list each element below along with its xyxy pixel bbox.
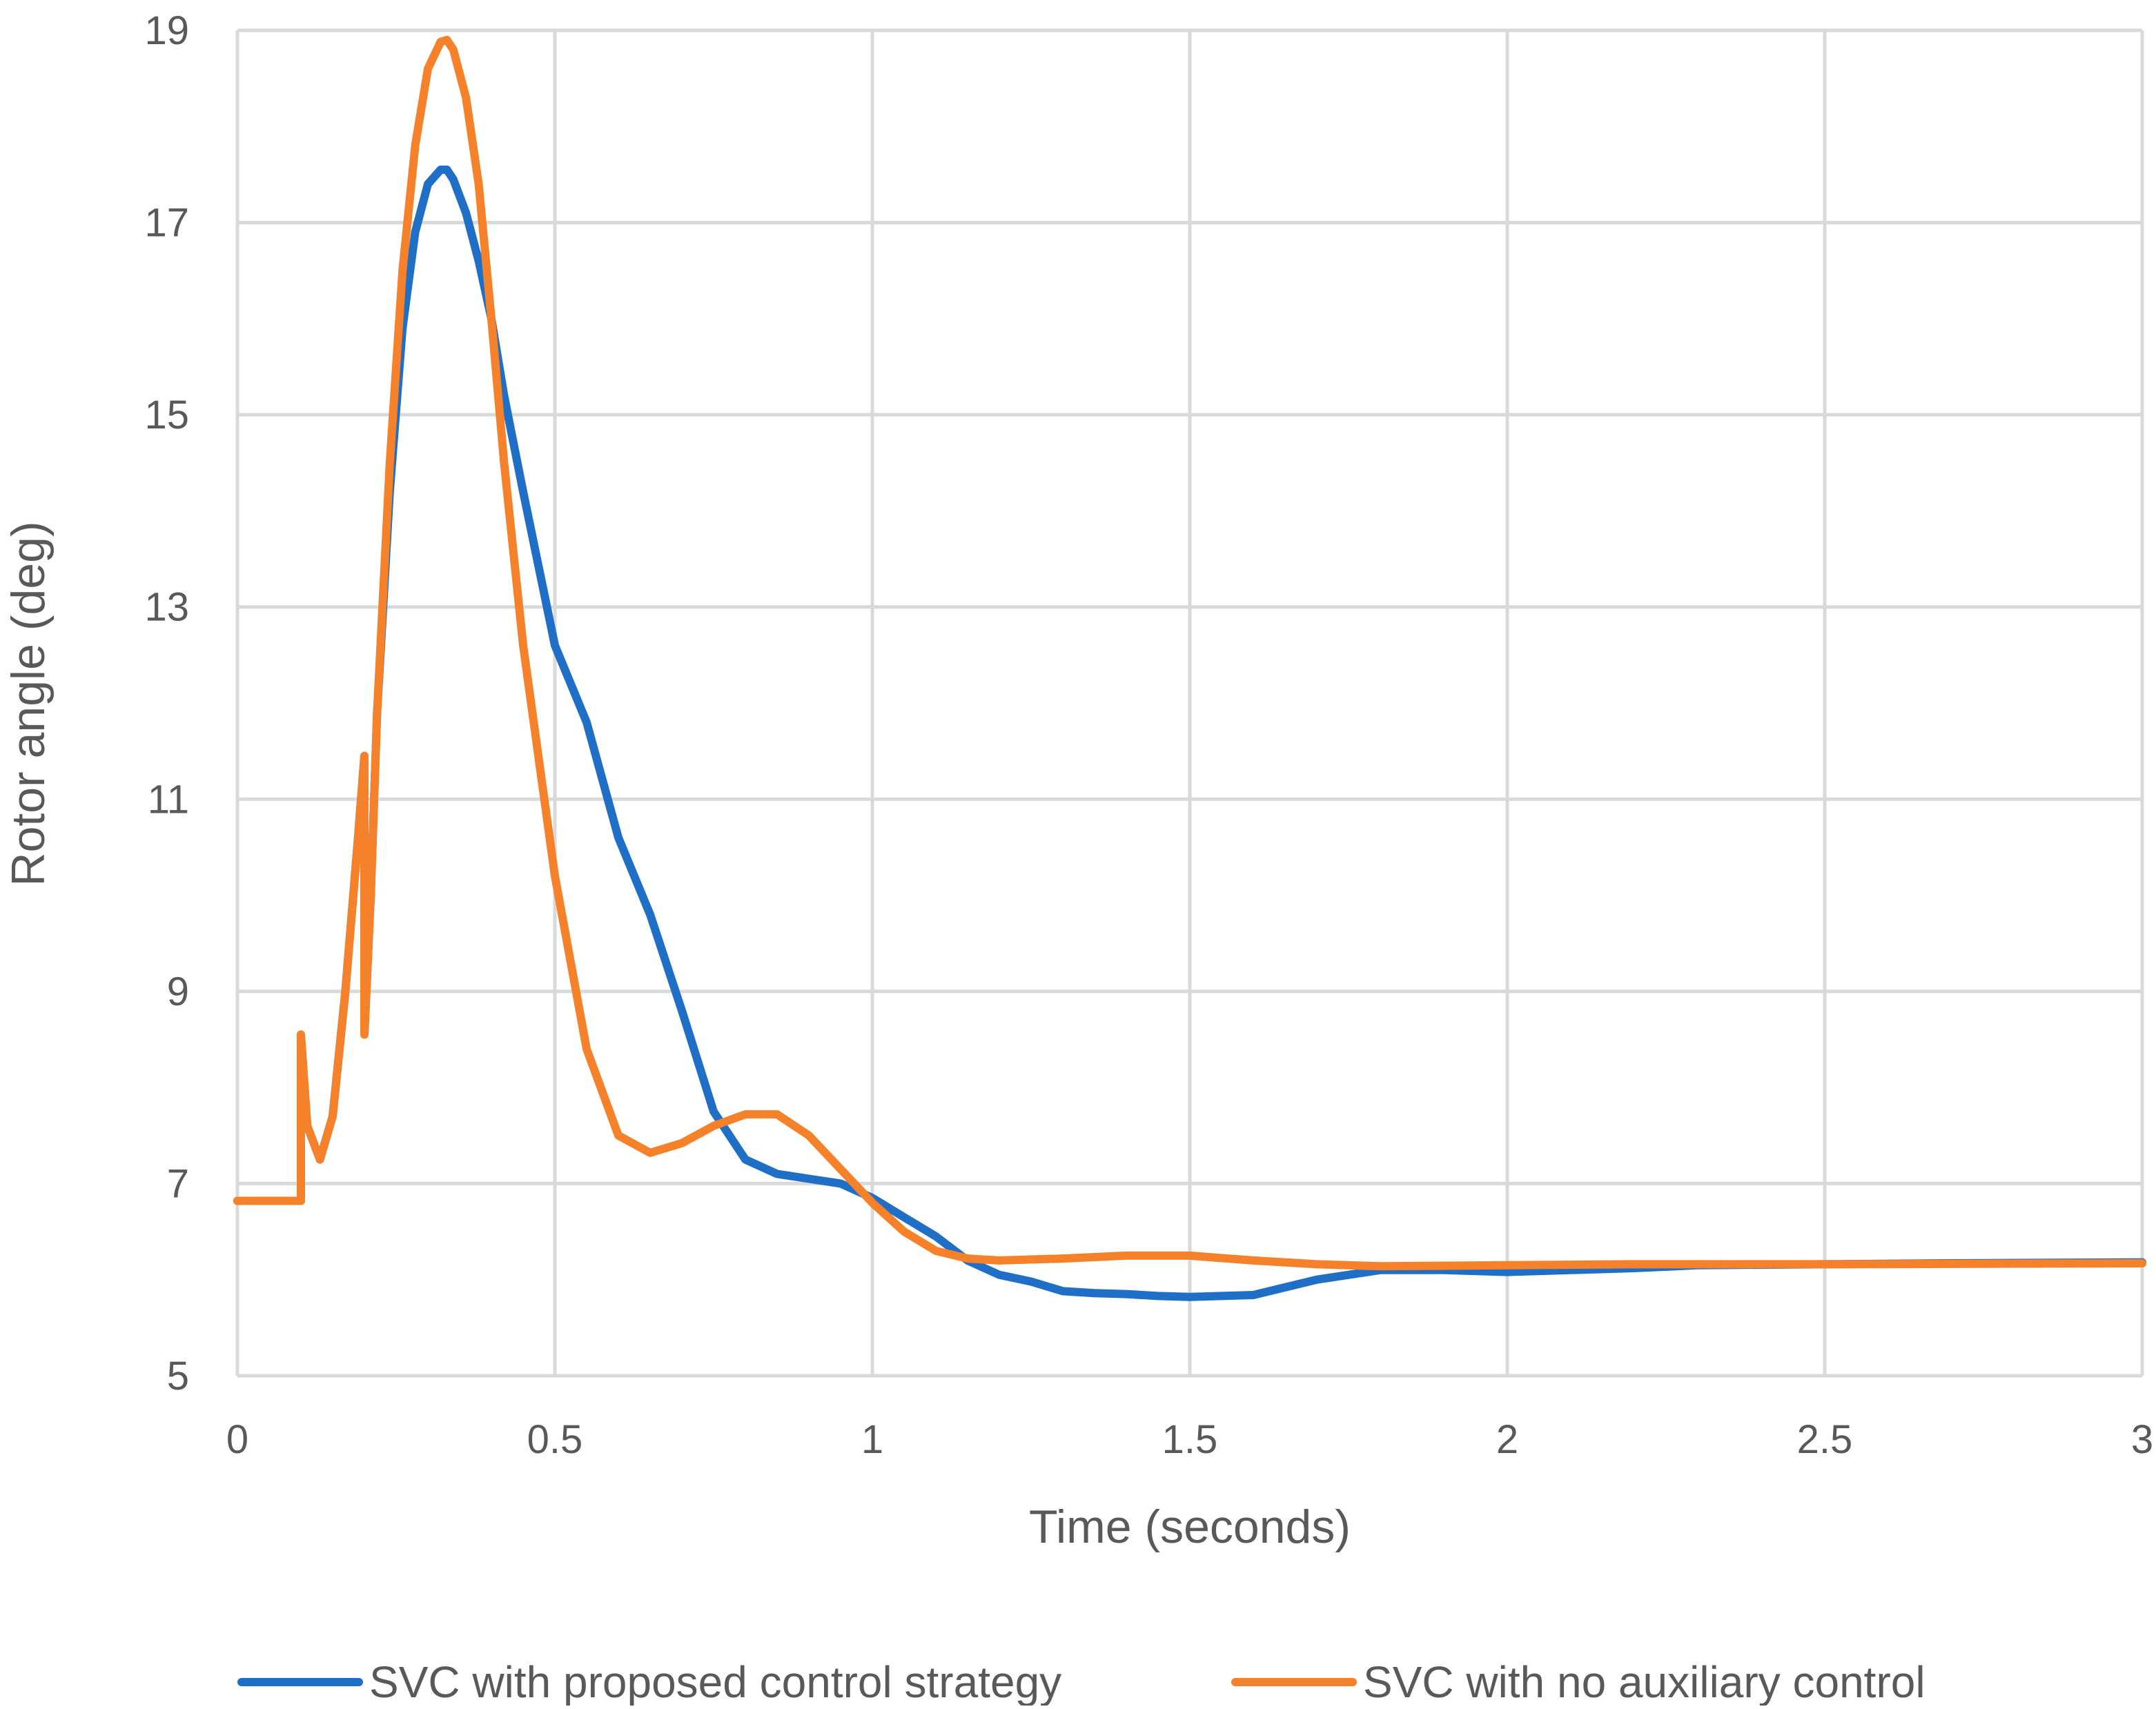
x-tick-label: 2 [1496, 1417, 1518, 1462]
y-tick-label: 15 [144, 393, 189, 437]
plot-area [233, 35, 2146, 1301]
legend-label-2: SVC with no auxiliary control [1363, 1657, 1925, 1706]
y-tick-label: 7 [167, 1161, 189, 1206]
legend-label-1: SVC with proposed control strategy [369, 1657, 1061, 1706]
legend: SVC with proposed control strategy SVC wi… [237, 1657, 1925, 1707]
y-tick-label: 11 [148, 777, 189, 822]
x-tick-label: 1 [861, 1417, 883, 1462]
y-tick-label: 5 [167, 1354, 189, 1399]
tick-labels: 5 7 9 11 13 15 17 19 0 0.5 1 1.5 2 2.5 3 [144, 8, 2153, 1462]
x-tick-label: 2.5 [1797, 1417, 1853, 1462]
y-tick-label: 13 [144, 585, 189, 630]
x-tick-label: 0 [226, 1417, 248, 1462]
series-line-2 [233, 35, 2146, 1271]
y-tick-label: 17 [144, 201, 189, 246]
x-axis-title: Time (seconds) [1029, 1501, 1351, 1553]
y-tick-label: 9 [167, 969, 189, 1014]
x-tick-label: 1.5 [1162, 1417, 1218, 1462]
y-axis-title: Rotor angle (deg) [2, 521, 55, 886]
y-tick-label: 19 [144, 8, 189, 53]
x-tick-label: 3 [2131, 1417, 2153, 1462]
x-tick-label: 0.5 [527, 1417, 583, 1462]
grid [235, 28, 2144, 1378]
